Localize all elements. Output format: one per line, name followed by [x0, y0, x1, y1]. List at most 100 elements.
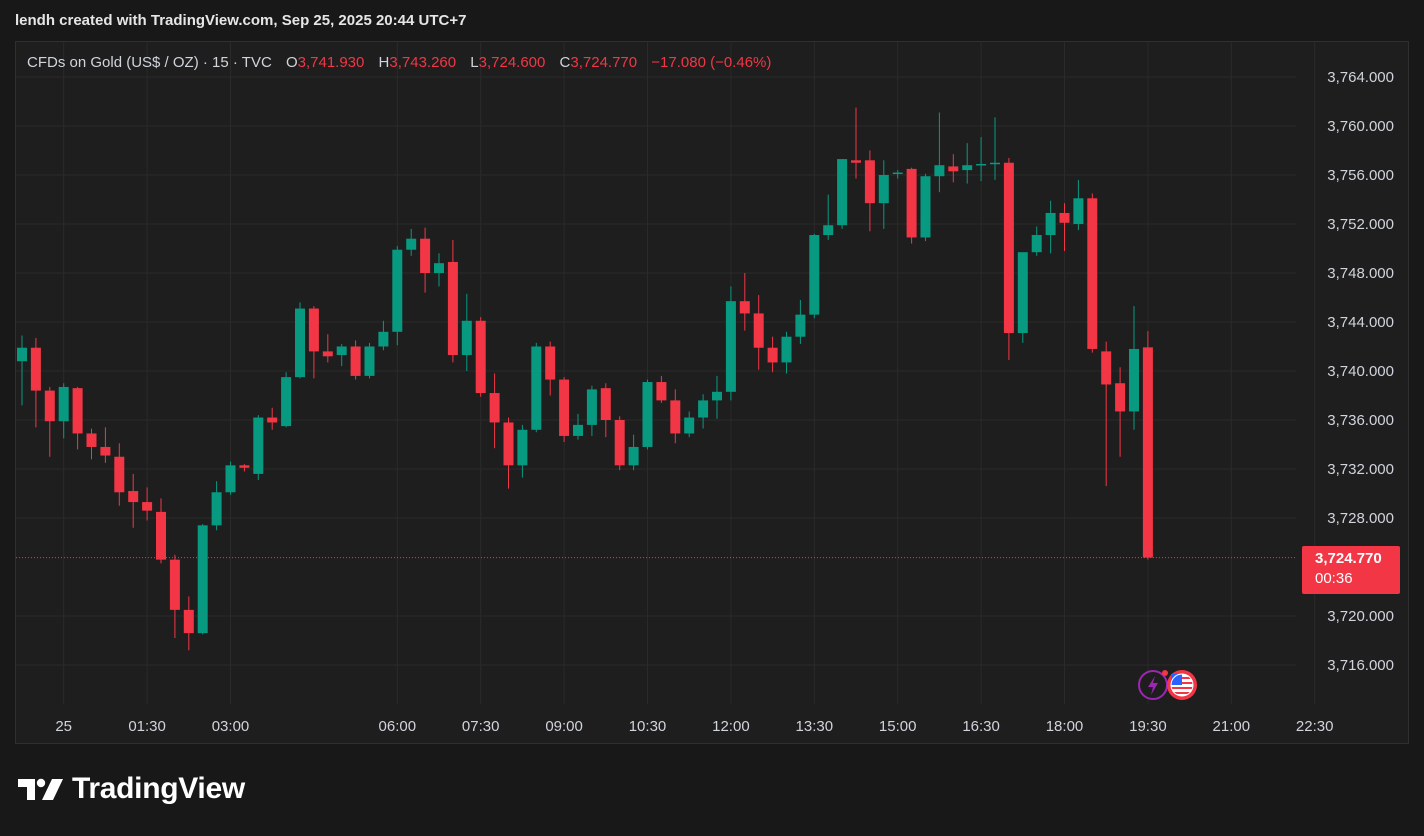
- candle-up[interactable]: [1031, 226, 1042, 256]
- candle-up[interactable]: [976, 137, 987, 182]
- candle-down[interactable]: [1087, 193, 1098, 353]
- candle-up[interactable]: [517, 424, 528, 478]
- candle-up[interactable]: [1073, 179, 1084, 231]
- candle-up[interactable]: [962, 143, 973, 184]
- candle-down[interactable]: [86, 428, 97, 460]
- candle-up[interactable]: [378, 320, 389, 351]
- candle-down[interactable]: [100, 427, 111, 463]
- candle-up[interactable]: [684, 411, 695, 438]
- candle-up[interactable]: [823, 194, 834, 240]
- candle-down[interactable]: [72, 386, 83, 450]
- candle-up[interactable]: [58, 383, 69, 439]
- candle-down[interactable]: [739, 273, 750, 331]
- candle-down[interactable]: [1059, 203, 1070, 251]
- candle-body: [851, 160, 861, 163]
- candle-down[interactable]: [128, 473, 139, 528]
- candle-down[interactable]: [420, 227, 431, 293]
- candle-down[interactable]: [948, 154, 959, 183]
- candle-body: [781, 336, 792, 363]
- candle-up[interactable]: [837, 159, 848, 229]
- candle-down[interactable]: [545, 341, 556, 396]
- candle-up[interactable]: [1045, 200, 1056, 254]
- candle-up[interactable]: [406, 228, 417, 256]
- candle-up[interactable]: [878, 160, 889, 229]
- us-flag-event-icon[interactable]: [1162, 670, 1197, 700]
- candle-down[interactable]: [559, 377, 570, 443]
- candle-up[interactable]: [1129, 306, 1139, 430]
- candle-down[interactable]: [1142, 331, 1153, 560]
- candle-up[interactable]: [990, 117, 1000, 180]
- candle-down[interactable]: [350, 340, 361, 380]
- candle-down[interactable]: [1101, 341, 1112, 487]
- candle-down[interactable]: [114, 443, 125, 506]
- candle-down[interactable]: [503, 417, 514, 489]
- candle-down[interactable]: [906, 167, 917, 244]
- candle-up[interactable]: [295, 302, 305, 379]
- candle-up[interactable]: [17, 335, 27, 406]
- candle-down[interactable]: [156, 498, 166, 564]
- tradingview-brand[interactable]: TradingView: [18, 772, 245, 806]
- candle-up[interactable]: [211, 481, 222, 531]
- candle-up[interactable]: [364, 342, 375, 379]
- price-tick-label: 3,716.000: [1327, 657, 1394, 674]
- candle-body: [17, 347, 27, 362]
- candle-down[interactable]: [267, 407, 278, 430]
- candle-down[interactable]: [753, 295, 764, 370]
- candle-body: [461, 320, 472, 356]
- candle-down[interactable]: [864, 150, 875, 232]
- candle-up[interactable]: [809, 233, 820, 319]
- candle-down[interactable]: [322, 334, 333, 363]
- candle-up[interactable]: [892, 170, 903, 179]
- symbol-name[interactable]: CFDs on Gold (US$ / OZ) · 15 · TVC: [27, 54, 272, 71]
- candle-down[interactable]: [489, 373, 500, 449]
- candle-up[interactable]: [253, 415, 264, 481]
- candle-down[interactable]: [308, 306, 319, 379]
- candle-up[interactable]: [628, 434, 639, 471]
- candle-down[interactable]: [1115, 367, 1126, 457]
- candle-down[interactable]: [169, 554, 180, 639]
- candle-down[interactable]: [614, 416, 625, 471]
- candle-up[interactable]: [461, 293, 472, 371]
- candle-down[interactable]: [183, 596, 194, 651]
- candle-up[interactable]: [197, 524, 208, 635]
- candle-up[interactable]: [725, 286, 736, 401]
- candle-body: [169, 559, 180, 610]
- candle-body: [767, 347, 778, 363]
- candle-down[interactable]: [600, 383, 611, 438]
- candle-up[interactable]: [781, 331, 792, 374]
- candle-down[interactable]: [239, 464, 250, 472]
- candle-down[interactable]: [656, 375, 667, 403]
- candle-up[interactable]: [934, 112, 945, 193]
- candle-up[interactable]: [1017, 252, 1028, 343]
- candle-down[interactable]: [142, 487, 153, 521]
- candle-up[interactable]: [392, 246, 403, 346]
- candle-up[interactable]: [531, 342, 542, 433]
- candle-down[interactable]: [44, 386, 55, 457]
- candle-body: [503, 422, 514, 466]
- last-price-tag: 3,724.770 00:36: [1302, 546, 1400, 594]
- candle-up[interactable]: [573, 413, 583, 440]
- candle-down[interactable]: [475, 317, 486, 397]
- candle-up[interactable]: [281, 372, 292, 428]
- candle-up[interactable]: [642, 379, 653, 450]
- candle-up[interactable]: [795, 299, 806, 345]
- candle-up[interactable]: [434, 253, 444, 287]
- candle-up[interactable]: [336, 344, 347, 367]
- candle-down[interactable]: [30, 337, 41, 428]
- economic-events[interactable]: [1138, 668, 1200, 702]
- candle-down[interactable]: [670, 389, 681, 444]
- candle-body: [364, 346, 375, 376]
- candle-up[interactable]: [920, 173, 931, 242]
- candle-up[interactable]: [712, 375, 722, 419]
- candle-down[interactable]: [851, 107, 861, 179]
- lightning-event-icon[interactable]: [1138, 670, 1168, 700]
- candle-body: [600, 388, 611, 420]
- candle-body: [1129, 348, 1139, 412]
- candle-up[interactable]: [698, 394, 709, 429]
- candle-up[interactable]: [225, 461, 236, 495]
- candle-down[interactable]: [1003, 157, 1014, 360]
- candle-down[interactable]: [767, 336, 778, 373]
- candle-down[interactable]: [447, 239, 458, 363]
- candle-up[interactable]: [586, 385, 597, 436]
